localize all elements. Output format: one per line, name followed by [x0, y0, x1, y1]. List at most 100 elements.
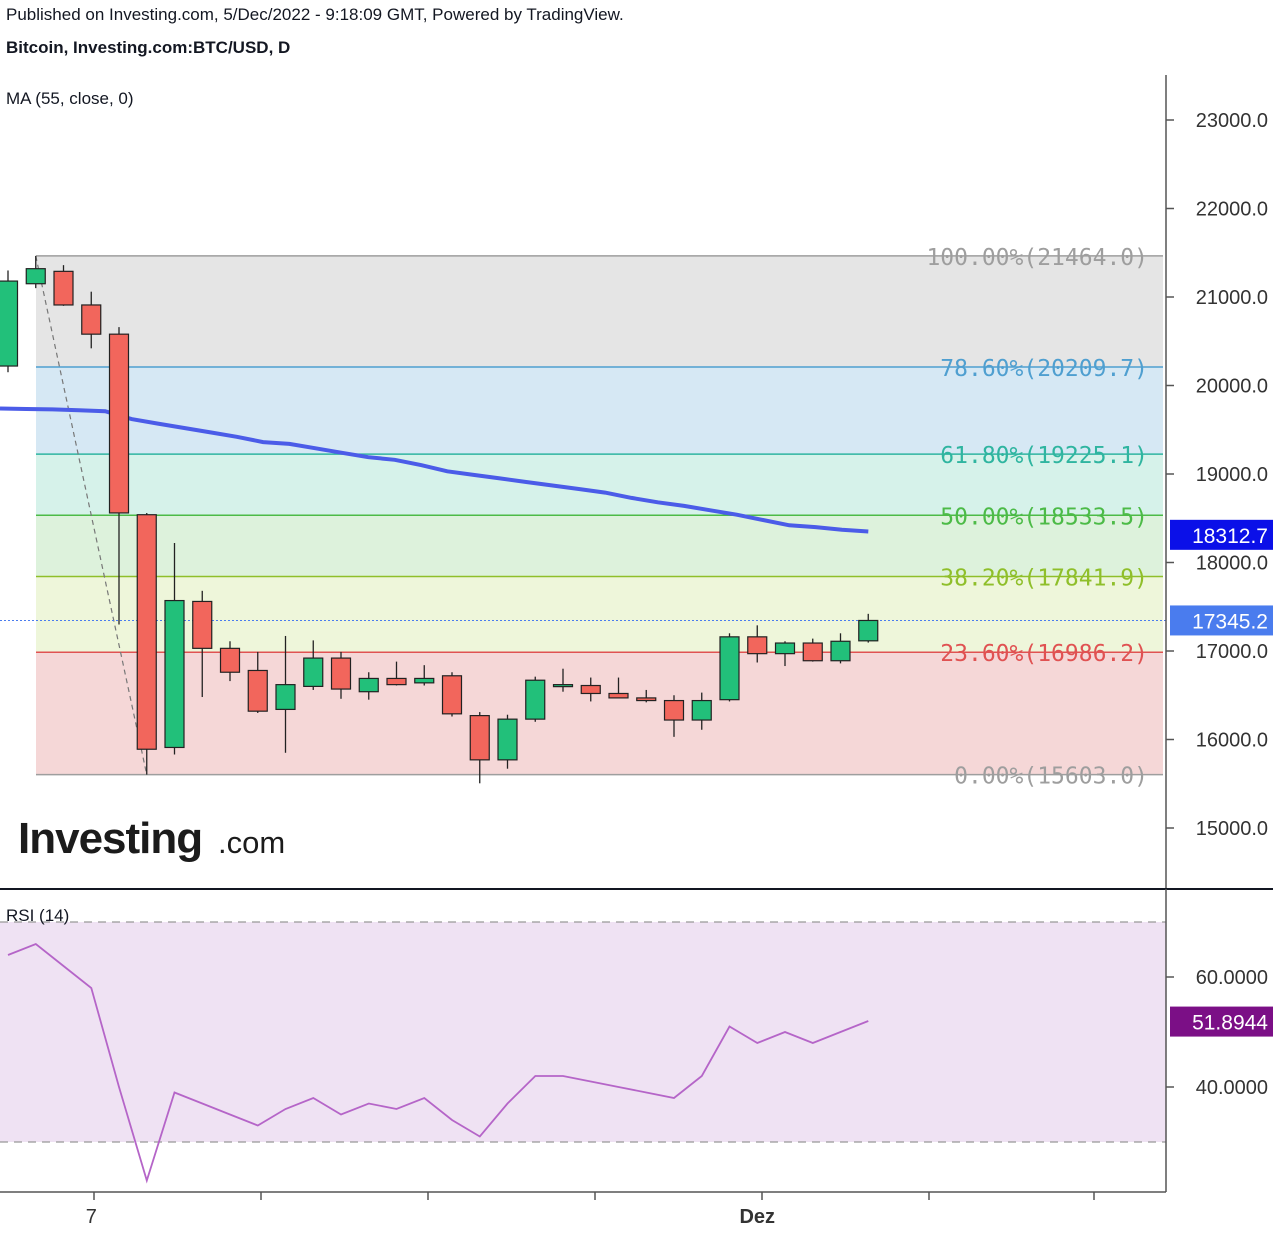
published-caption: Published on Investing.com, 5/Dec/2022 -… — [6, 5, 624, 24]
candle — [552, 668, 574, 692]
rsi-line — [7, 942, 869, 1184]
ma-value-badge-bg — [1170, 519, 1273, 550]
candle-body — [552, 684, 574, 688]
candle-body — [802, 642, 823, 662]
candle — [219, 641, 241, 682]
candle-body — [608, 692, 629, 699]
candle-body — [774, 642, 796, 655]
candle-body — [830, 640, 851, 662]
price-tick-label: 20000.0 — [1196, 376, 1268, 398]
price-badges: 18312.7 17345.2 — [1170, 519, 1273, 636]
ma-value-badge-text: 18312.7 — [1192, 525, 1268, 548]
candle — [192, 590, 213, 698]
candle-body — [636, 697, 657, 702]
candle-body — [25, 268, 46, 285]
candle — [247, 651, 268, 713]
candle-body — [691, 699, 712, 721]
last-price-badge-text: 17345.2 — [1192, 610, 1268, 633]
candle-body — [164, 599, 185, 749]
rsi-panel — [0, 921, 1166, 1184]
rsi-axis-ticks: 40.0000 60.0000 51.8944 — [1166, 967, 1273, 1099]
price-tick-label: 19000.0 — [1196, 464, 1268, 486]
investing-logo: Investing .com — [18, 814, 285, 863]
candle-body — [719, 636, 740, 701]
candle — [636, 689, 657, 703]
candle-body — [219, 647, 241, 673]
rsi-tick-label: 60.0000 — [1196, 967, 1268, 989]
time-axis: 7 Dez — [86, 1192, 1095, 1228]
fibonacci-zones — [36, 255, 1163, 775]
fib-level-label: 50.00%(18533.5) — [940, 504, 1148, 530]
rsi-value-badge: 51.8944 — [1170, 1006, 1273, 1037]
price-axis-ticks: 15000.0 16000.0 17000.0 18000.0 19000.0 20000… — [1166, 110, 1268, 840]
candle — [802, 638, 823, 662]
fib-level-label: 0.00%(15603.0) — [954, 764, 1148, 790]
rsi-tick-label: 40.0000 — [1196, 1077, 1268, 1099]
fib-zone — [36, 255, 1163, 367]
candle — [469, 712, 490, 784]
candlesticks — [0, 255, 879, 784]
price-tick-label: 17000.0 — [1196, 641, 1268, 663]
fib-level-label: 78.60%(20209.7) — [940, 356, 1148, 382]
fib-level-label: 38.20%(17841.9) — [940, 565, 1148, 591]
fib-zone — [36, 366, 1163, 455]
price-tick-label: 15000.0 — [1196, 818, 1268, 840]
fibonacci-labels: 100.00%(21464.0) 78.60%(20209.7) 61.80%(19… — [926, 245, 1148, 790]
candle — [330, 651, 352, 699]
candle-body — [525, 679, 546, 720]
price-tick-label: 21000.0 — [1196, 287, 1268, 309]
candle-body — [0, 280, 19, 367]
fib-zone — [36, 576, 1163, 653]
time-label: Dez — [739, 1206, 775, 1228]
candle — [580, 677, 601, 702]
fibonacci-trend-line — [35, 255, 148, 775]
candle — [303, 640, 324, 690]
svg-text:.com: .com — [218, 825, 285, 860]
candle-body — [192, 600, 213, 649]
price-tick-label: 16000.0 — [1196, 730, 1268, 752]
candle-body — [663, 699, 685, 721]
candle-body — [108, 333, 130, 514]
candle — [663, 695, 685, 737]
ma-label: MA (55, close, 0) — [6, 89, 134, 108]
candle — [441, 672, 463, 717]
candle — [136, 512, 157, 775]
fib-level-label: 23.60%(16986.2) — [940, 641, 1148, 667]
moving-average-line — [0, 406, 869, 534]
candle — [747, 625, 768, 663]
price-tick-label: 18000.0 — [1196, 553, 1268, 575]
candle — [108, 327, 130, 625]
candle — [691, 692, 712, 730]
last-price-badge-bg — [1170, 605, 1273, 636]
price-tick-label: 23000.0 — [1196, 110, 1268, 132]
candle-body — [747, 636, 768, 655]
candle-body — [497, 718, 518, 761]
candle-body — [303, 657, 324, 688]
candle-body — [441, 675, 463, 715]
candle — [164, 543, 185, 755]
fib-level-label: 61.80%(19225.1) — [940, 443, 1148, 469]
candle-body — [53, 270, 74, 306]
candle — [53, 265, 74, 306]
candle-body — [358, 677, 379, 693]
candle — [275, 635, 296, 753]
candle — [0, 270, 19, 373]
rsi-value-badge-text: 51.8944 — [1192, 1012, 1268, 1035]
candle-body — [330, 657, 352, 690]
candle-body — [81, 304, 102, 335]
candle-body — [247, 669, 268, 712]
symbol-title: Bitcoin, Investing.com:BTC/USD, D — [6, 38, 291, 57]
candle — [525, 676, 546, 722]
svg-text:Investing: Investing — [18, 814, 202, 863]
fib-zone — [36, 454, 1163, 516]
rsi-band-fill — [0, 922, 1166, 1142]
candle — [81, 291, 102, 349]
last-price-badge: 17345.2 — [1170, 605, 1273, 636]
price-tick-label: 22000.0 — [1196, 199, 1268, 221]
fib-zone — [36, 515, 1163, 577]
candle-body — [136, 514, 157, 750]
candle-body — [858, 619, 879, 642]
candle — [386, 661, 407, 686]
candle — [608, 677, 629, 699]
